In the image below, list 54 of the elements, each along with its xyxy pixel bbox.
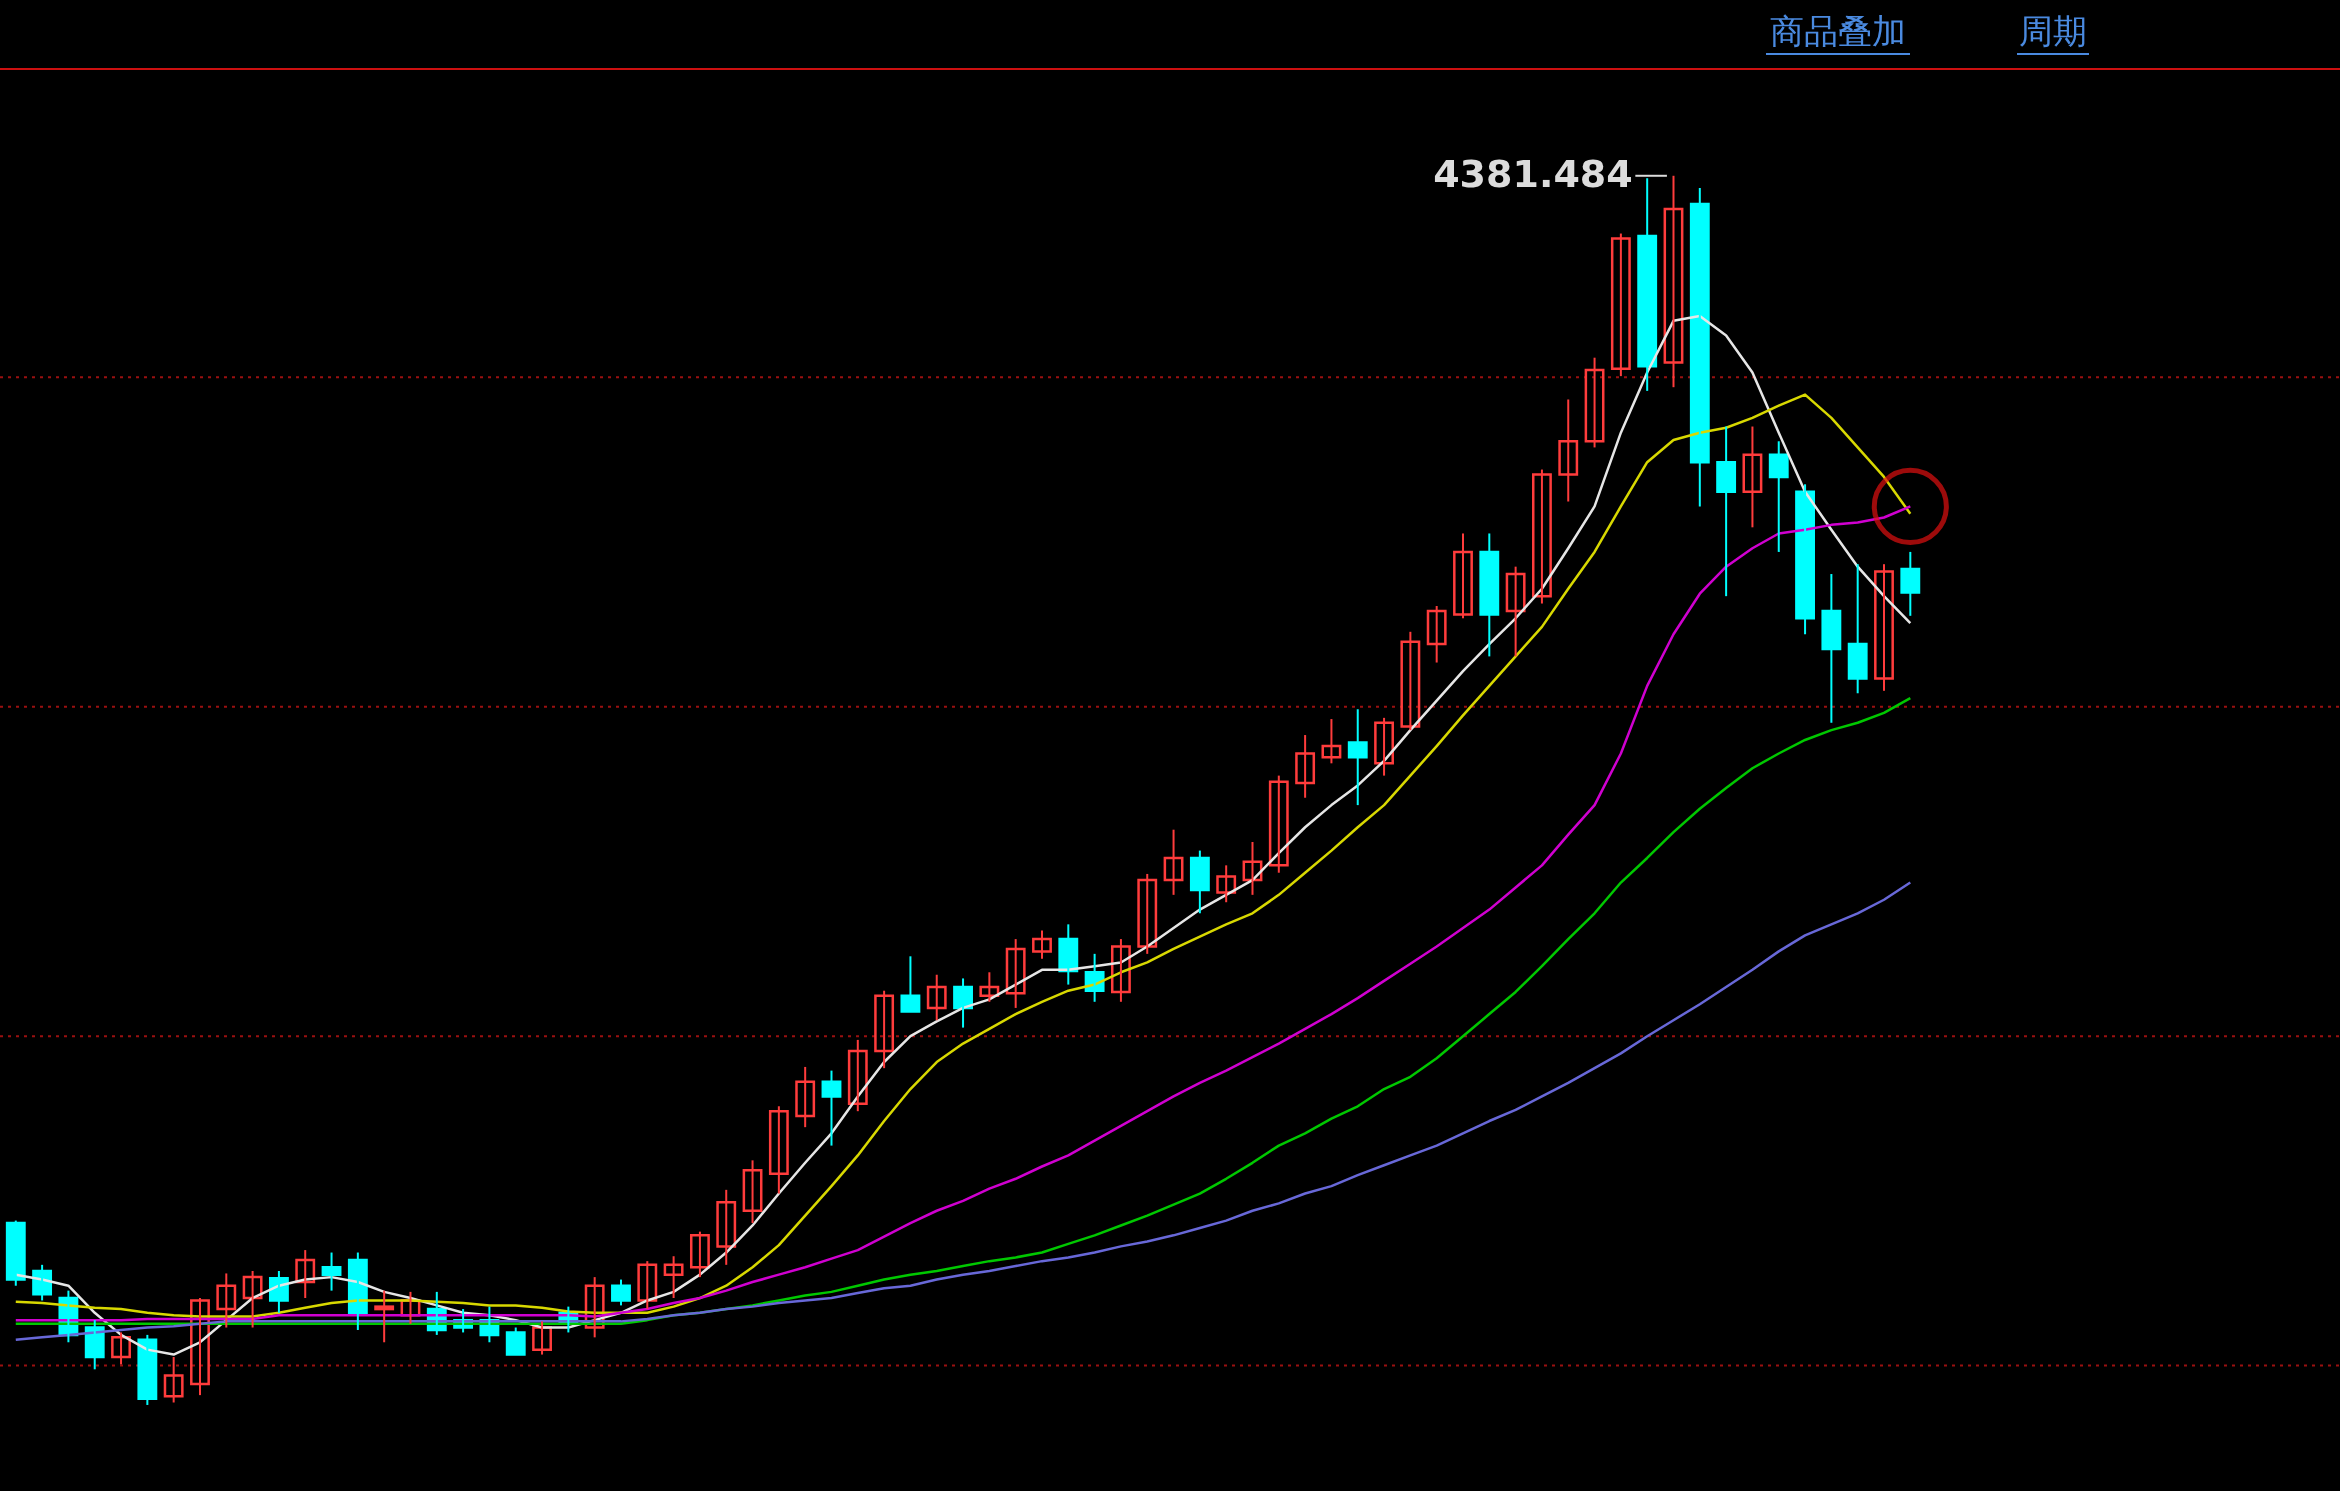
candlestick [1742,425,1763,529]
candlestick [1558,398,1579,503]
candlestick [768,1105,789,1195]
candlestick [979,971,1000,1003]
candlestick [1216,864,1237,904]
candlestick [1584,356,1605,449]
candlestick [1242,840,1263,896]
candlestick [1005,938,1026,1009]
candlestick [1137,872,1158,955]
candlestick [1505,565,1526,658]
candlestick [190,1297,210,1397]
candlestick [1189,849,1210,915]
candlestick [1874,563,1894,692]
candlestick [1110,938,1131,1003]
candlestick [1610,232,1631,378]
candlestick [874,989,895,1070]
candlestick [163,1356,184,1404]
candlestick [1821,573,1842,724]
candlestick [1347,708,1368,807]
candlestick [689,1230,710,1279]
candlestick [611,1278,631,1307]
candlestick [1453,532,1473,620]
candlestick [1163,828,1184,896]
candlestick [900,955,921,1013]
text: 周期 [2019,11,2087,51]
candlestick [847,1038,868,1113]
candlestick [1032,929,1052,960]
text: 商品叠加 [1770,11,1906,51]
candlestick [742,1159,763,1225]
candlestick [111,1331,131,1366]
candlestick [1479,532,1500,658]
candlestick [1532,468,1552,605]
candlestick [216,1272,237,1329]
candlestick [821,1069,842,1147]
candlestick [1663,174,1684,389]
candlestick [1426,604,1447,664]
candlestick [1268,774,1289,874]
annotation: 4381.484 [1433,151,1633,196]
candlestick [1847,563,1868,695]
candlestick [1321,718,1342,765]
candlestick [1716,425,1737,598]
candlestick [637,1260,658,1311]
candlestick [242,1269,263,1329]
candlestick [1374,716,1394,777]
candlestick [1295,734,1316,799]
candlestick [795,1065,816,1129]
candlestick [663,1255,684,1300]
candlestick [295,1249,316,1300]
candlestick [926,973,947,1022]
candlestick [1400,630,1421,732]
candlestick [505,1326,526,1356]
candlestick [716,1188,737,1266]
candlestick [374,1289,395,1344]
candlestick [1900,550,1921,617]
